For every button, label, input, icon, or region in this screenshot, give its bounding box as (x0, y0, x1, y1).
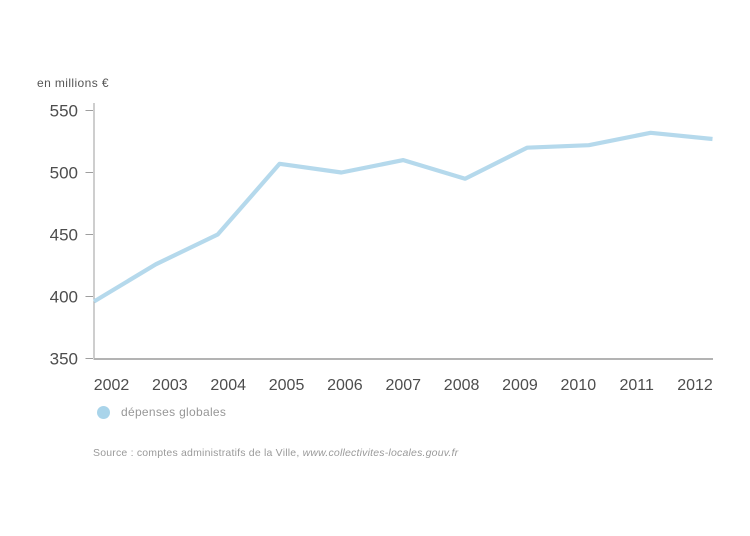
svg-text:2005: 2005 (269, 377, 305, 394)
svg-text:2011: 2011 (619, 377, 654, 394)
y-axis-unit-label: en millions € (37, 76, 109, 90)
svg-text:2007: 2007 (385, 377, 421, 394)
svg-text:550: 550 (50, 102, 78, 121)
svg-text:2009: 2009 (502, 377, 538, 394)
legend: dépenses globales (97, 405, 226, 419)
line-chart: 550 500 450 400 350 2002 2003 2004 2005 2006 2007 2… (50, 102, 713, 394)
svg-text:500: 500 (50, 164, 78, 183)
svg-text:2008: 2008 (444, 377, 480, 394)
source-note: Source : comptes administratifs de la Vi… (93, 447, 458, 459)
svg-text:450: 450 (50, 226, 78, 245)
svg-text:2012: 2012 (677, 377, 713, 394)
svg-text:2002: 2002 (94, 377, 130, 394)
svg-text:2003: 2003 (152, 377, 188, 394)
svg-text:2006: 2006 (327, 377, 363, 394)
source-url: www.collectivites-locales.gouv.fr (302, 447, 459, 459)
legend-marker-dot (97, 405, 110, 419)
svg-text:2004: 2004 (210, 377, 246, 394)
source-text: Source : comptes administratifs de la Vi… (93, 447, 303, 459)
legend-label: dépenses globales (121, 405, 227, 419)
svg-text:350: 350 (50, 350, 78, 369)
svg-text:2010: 2010 (561, 377, 597, 394)
svg-text:400: 400 (50, 288, 78, 307)
